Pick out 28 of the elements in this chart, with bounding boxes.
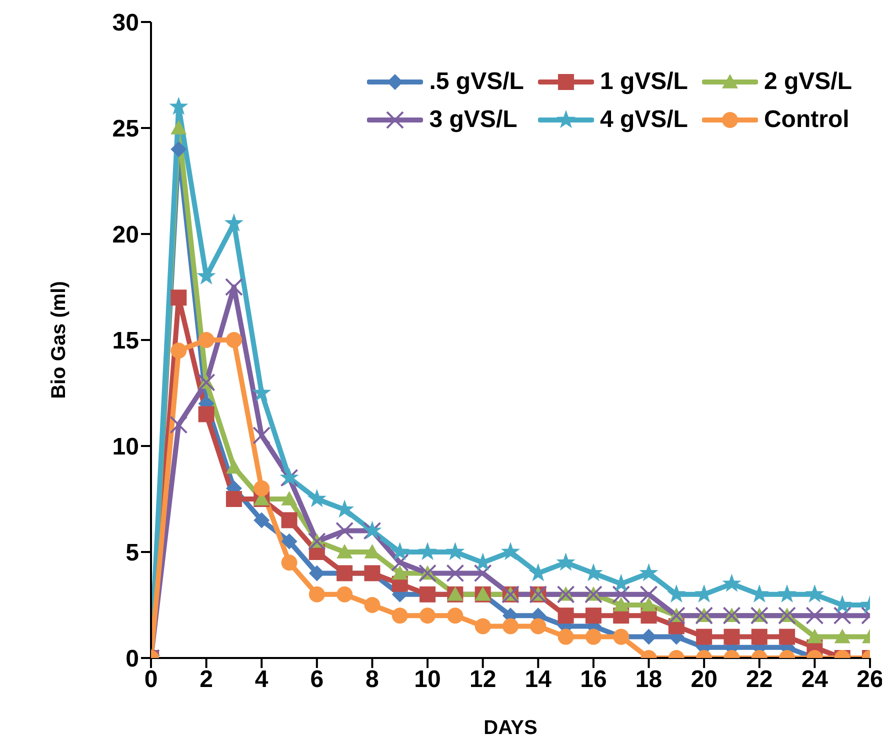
legend-label: 3 gVS/L — [429, 106, 518, 134]
y-axis-title: Bio Gas (ml) — [48, 281, 70, 399]
y-tick-label: 10 — [112, 434, 139, 461]
x-tick-label: 6 — [310, 666, 324, 694]
x-tick-label: 18 — [635, 666, 662, 694]
legend-label: Control — [764, 106, 850, 134]
legend-label: 2 gVS/L — [764, 68, 852, 96]
x-tick-label: 12 — [469, 666, 496, 694]
y-tick-label: 5 — [126, 540, 139, 567]
x-axis-title: DAYS — [484, 717, 538, 739]
y-tick-label: 25 — [112, 116, 139, 143]
x-tick-label: 22 — [746, 666, 773, 694]
x-tick-label: 4 — [254, 666, 269, 694]
x-tick-label: 8 — [366, 666, 379, 694]
x-tick-label: 0 — [144, 666, 158, 694]
x-tick-label: 2 — [200, 666, 213, 694]
x-tick-label: 24 — [801, 666, 829, 694]
y-tick-label: 30 — [112, 10, 139, 37]
x-tick-label: 20 — [690, 666, 718, 694]
legend-label: .5 gVS/L — [429, 68, 524, 96]
y-tick-label: 20 — [112, 222, 139, 249]
x-tick-label: 16 — [580, 666, 607, 694]
legend-label: 1 gVS/L — [600, 68, 688, 96]
legend-label: 4 gVS/L — [600, 106, 688, 134]
x-tick-label: 14 — [524, 666, 552, 694]
y-tick-label: 0 — [126, 646, 139, 673]
x-tick-label: 10 — [414, 666, 441, 694]
y-tick-label: 15 — [112, 328, 139, 355]
